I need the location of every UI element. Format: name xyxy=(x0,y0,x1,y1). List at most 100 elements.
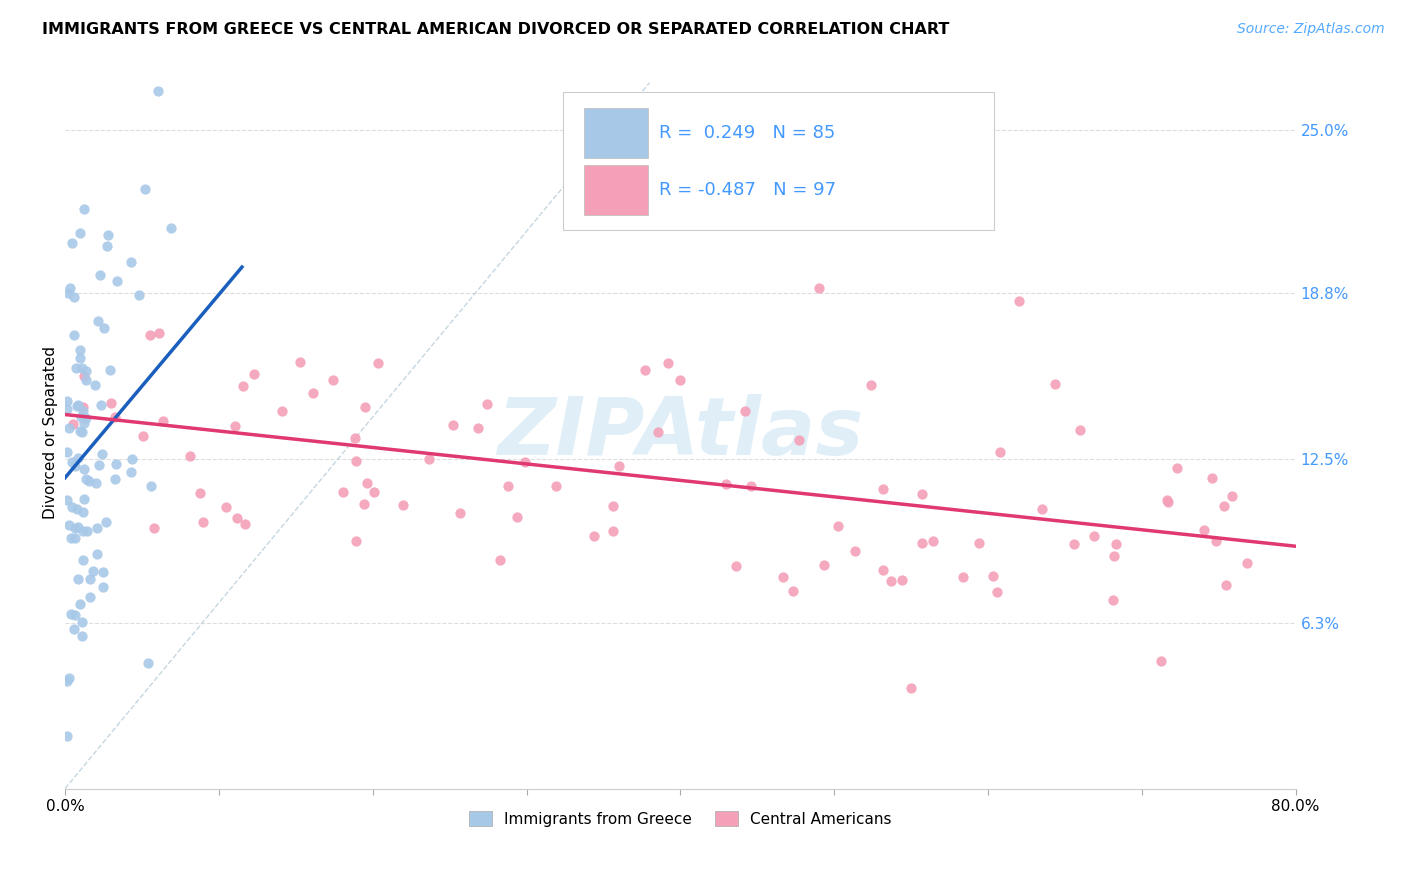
Point xyxy=(136,656,159,670)
Point xyxy=(344,454,367,468)
Point xyxy=(716,477,738,491)
Point xyxy=(224,418,246,433)
Point xyxy=(76,373,98,387)
Point xyxy=(72,524,94,538)
Point xyxy=(1045,376,1067,391)
Point xyxy=(75,411,97,425)
Point xyxy=(544,479,567,493)
Point xyxy=(65,521,87,535)
Point xyxy=(121,451,143,466)
Point xyxy=(467,421,489,435)
Point xyxy=(62,290,84,304)
Point xyxy=(600,207,623,221)
Point xyxy=(69,597,91,611)
Point xyxy=(179,449,201,463)
Point xyxy=(56,444,79,458)
Point xyxy=(94,515,117,529)
Point xyxy=(56,393,79,408)
Point xyxy=(91,580,114,594)
Point xyxy=(1213,499,1236,513)
Point xyxy=(657,356,679,370)
Point xyxy=(290,354,312,368)
Point xyxy=(356,475,378,490)
FancyBboxPatch shape xyxy=(585,165,648,215)
Text: R = -0.487   N = 97: R = -0.487 N = 97 xyxy=(659,181,837,199)
Point xyxy=(128,288,150,302)
Point xyxy=(105,457,128,471)
Point xyxy=(72,202,94,216)
Point xyxy=(89,458,111,472)
Point xyxy=(70,615,93,630)
Point xyxy=(70,425,93,439)
Point xyxy=(582,529,605,543)
Point xyxy=(148,326,170,340)
Point xyxy=(66,400,89,414)
Point xyxy=(56,729,79,743)
Point xyxy=(66,451,89,466)
Point xyxy=(142,521,165,535)
Point xyxy=(734,404,756,418)
Point xyxy=(782,583,804,598)
Point xyxy=(602,524,624,538)
Point xyxy=(58,518,80,533)
Point xyxy=(1031,502,1053,516)
Point xyxy=(86,547,108,561)
Point xyxy=(72,553,94,567)
Point xyxy=(1104,549,1126,563)
Point xyxy=(910,487,932,501)
Point xyxy=(73,462,96,476)
Point xyxy=(91,447,114,461)
Point xyxy=(844,543,866,558)
Point xyxy=(159,221,181,235)
Point xyxy=(63,327,86,342)
Point xyxy=(872,483,894,497)
Point xyxy=(139,328,162,343)
Point xyxy=(55,673,77,688)
Point xyxy=(496,479,519,493)
Point xyxy=(89,268,111,282)
Point xyxy=(418,451,440,466)
Point xyxy=(983,569,1005,583)
Point xyxy=(1157,495,1180,509)
Point xyxy=(75,471,97,485)
Point xyxy=(827,519,849,533)
Point xyxy=(332,484,354,499)
Point xyxy=(63,458,86,473)
Point xyxy=(97,228,120,243)
Point xyxy=(787,433,810,447)
Point xyxy=(90,398,112,412)
Point xyxy=(321,373,343,387)
Point xyxy=(607,458,630,473)
Point xyxy=(56,286,79,301)
Point xyxy=(859,378,882,392)
Point xyxy=(103,409,125,424)
Point xyxy=(302,385,325,400)
Point xyxy=(134,182,156,196)
Point xyxy=(70,409,93,424)
Point xyxy=(188,486,211,500)
Point xyxy=(232,379,254,393)
Point xyxy=(55,401,77,416)
Point xyxy=(58,671,80,685)
Point xyxy=(952,570,974,584)
Point xyxy=(69,343,91,358)
Text: IMMIGRANTS FROM GREECE VS CENTRAL AMERICAN DIVORCED OR SEPARATED CORRELATION CHA: IMMIGRANTS FROM GREECE VS CENTRAL AMERIC… xyxy=(42,22,949,37)
Point xyxy=(475,397,498,411)
Text: ZIPAtlas: ZIPAtlas xyxy=(498,394,863,472)
Point xyxy=(131,428,153,442)
Point xyxy=(55,492,77,507)
Point xyxy=(1063,537,1085,551)
Point xyxy=(72,404,94,418)
Point xyxy=(242,367,264,381)
Text: Source: ZipAtlas.com: Source: ZipAtlas.com xyxy=(1237,22,1385,37)
Point xyxy=(70,361,93,376)
Point xyxy=(900,681,922,696)
Point xyxy=(73,492,96,507)
Point xyxy=(191,516,214,530)
Point xyxy=(363,485,385,500)
Point xyxy=(141,479,163,493)
Point xyxy=(669,373,692,387)
Point xyxy=(69,227,91,241)
Point xyxy=(353,497,375,511)
Point xyxy=(988,445,1011,459)
